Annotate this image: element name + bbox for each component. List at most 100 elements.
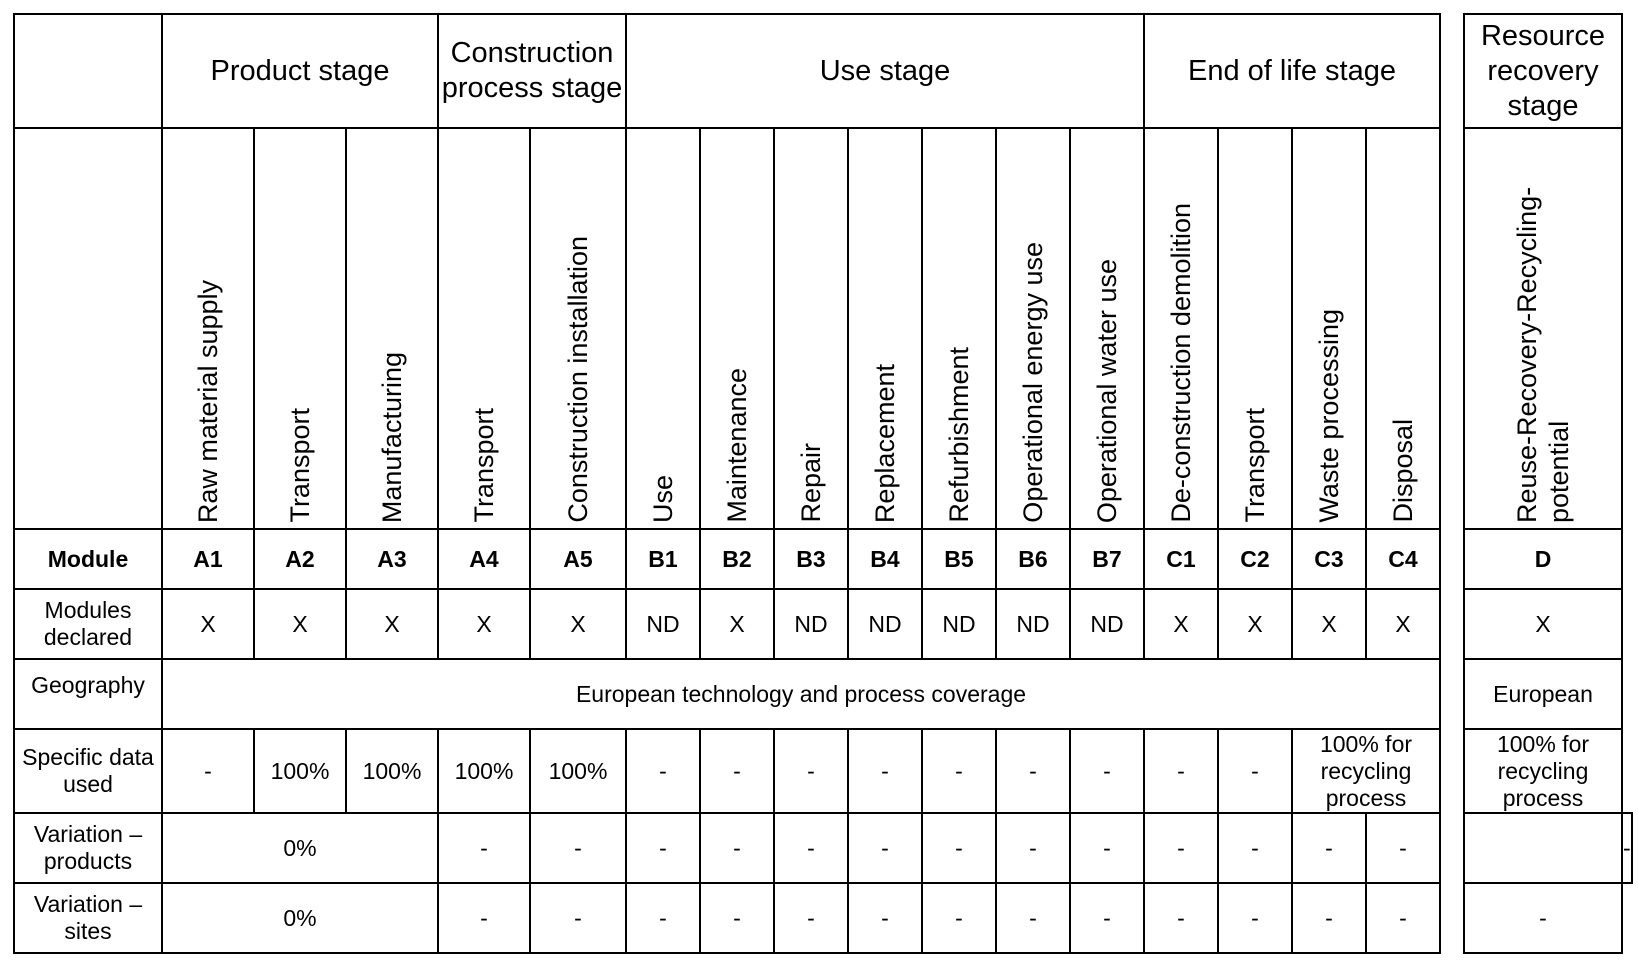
row-label-var-products: Variation – products — [13, 812, 163, 884]
process-label-text: Transport — [469, 408, 499, 523]
var-sites-value: - — [921, 882, 997, 954]
declared-value: ND — [921, 588, 997, 660]
corner-cell — [13, 13, 163, 129]
declared-value: X — [437, 588, 531, 660]
process-label-text: Operational water use — [1092, 258, 1122, 523]
var-products-value: - — [1217, 812, 1293, 884]
var-products-value: - — [1291, 812, 1367, 884]
stage-use: Use stage — [625, 13, 1145, 129]
process-label: Waste processing — [1291, 127, 1367, 530]
geography-main: European technology and process coverage — [161, 658, 1441, 730]
specific-value: - — [161, 728, 255, 814]
gap-cell — [1440, 883, 1464, 953]
row-label-var-sites: Variation – sites — [13, 882, 163, 954]
module-code: A1 — [161, 528, 255, 590]
specific-value: 100% — [437, 728, 531, 814]
declared-value: ND — [995, 588, 1071, 660]
specific-value: - — [773, 728, 849, 814]
process-label-text: Construction installation — [563, 236, 593, 523]
module-code: B7 — [1069, 528, 1145, 590]
var-sites-value: - — [625, 882, 701, 954]
declared-value: X — [529, 588, 627, 660]
declared-value: X — [1463, 588, 1623, 660]
process-label-text: Reuse-Recovery-Recycling-potential — [1512, 186, 1574, 523]
process-label: Repair — [773, 127, 849, 530]
process-label-text: De-construction demolition — [1166, 203, 1196, 523]
column-gap — [1440, 14, 1464, 883]
specific-d: 100% for recycling process — [1463, 728, 1623, 814]
var-sites-d: - — [1463, 882, 1623, 954]
process-label-text: Manufacturing — [377, 351, 407, 523]
module-code: B2 — [699, 528, 775, 590]
declared-value: X — [1365, 588, 1441, 660]
process-label-text: Maintenance — [722, 368, 752, 523]
process-label: Operational water use — [1069, 127, 1145, 530]
var-products-value: - — [1365, 812, 1441, 884]
module-code: B5 — [921, 528, 997, 590]
specific-value: - — [1143, 728, 1219, 814]
var-products-value: - — [995, 812, 1071, 884]
var-products-value: - — [921, 812, 997, 884]
row-label-declared: Modules declared — [13, 588, 163, 660]
declared-value: ND — [1069, 588, 1145, 660]
geography-row: Geography European technology and proces… — [13, 658, 1632, 730]
specific-value: 100% — [253, 728, 347, 814]
process-label: Maintenance — [699, 127, 775, 530]
var-sites-value: - — [995, 882, 1071, 954]
variation-sites-row: Variation – sites 0% - - - - - - - - - -… — [13, 882, 1632, 954]
var-products-value: - — [625, 812, 701, 884]
declared-value: X — [1143, 588, 1219, 660]
specific-value: - — [625, 728, 701, 814]
var-sites-value: - — [1217, 882, 1293, 954]
process-label-text: Disposal — [1388, 419, 1418, 523]
specific-c3-c4: 100% for recycling process — [1291, 728, 1441, 814]
process-label-text: Replacement — [870, 363, 900, 523]
module-code: B1 — [625, 528, 701, 590]
module-code: A3 — [345, 528, 439, 590]
process-label: Operational energy use — [995, 127, 1071, 530]
declared-value: ND — [625, 588, 701, 660]
stage-end-of-life: End of life stage — [1143, 13, 1441, 129]
module-code: C2 — [1217, 528, 1293, 590]
var-sites-value: - — [773, 882, 849, 954]
process-label: Transport — [253, 127, 347, 530]
process-label: Replacement — [847, 127, 923, 530]
module-code: C1 — [1143, 528, 1219, 590]
modules-declared-row: Modules declared X X X X X ND X ND ND ND… — [13, 588, 1632, 660]
var-sites-value: - — [437, 882, 531, 954]
module-code: C3 — [1291, 528, 1367, 590]
process-label-text: Transport — [285, 408, 315, 523]
specific-value: 100% — [345, 728, 439, 814]
module-code: A5 — [529, 528, 627, 590]
row-label-specific: Specific data used — [13, 728, 163, 814]
process-label: Raw material supply — [161, 127, 255, 530]
declared-value: X — [253, 588, 347, 660]
process-label: Disposal — [1365, 127, 1441, 530]
module-code: D — [1463, 528, 1623, 590]
var-sites-value: - — [1365, 882, 1441, 954]
var-products-value: - — [699, 812, 775, 884]
var-products-value: - — [437, 812, 531, 884]
declared-value: X — [1291, 588, 1367, 660]
var-products-value: - — [847, 812, 923, 884]
var-products-d: - — [1621, 812, 1633, 884]
process-label: Refurbishment — [921, 127, 997, 530]
var-sites-value: - — [1069, 882, 1145, 954]
process-label-text: Raw material supply — [193, 279, 223, 523]
specific-value: - — [1217, 728, 1293, 814]
process-label: Manufacturing — [345, 127, 439, 530]
module-code: C4 — [1365, 528, 1441, 590]
process-corner-cell — [13, 127, 163, 530]
stage-header-row: Product stage Construction process stage… — [13, 13, 1632, 883]
var-sites-a1-a3: 0% — [161, 882, 439, 954]
specific-value: - — [921, 728, 997, 814]
var-products-value: - — [529, 812, 627, 884]
module-row: Module A1 A2 A3 A4 A5 B1 B2 B3 B4 B5 B6 … — [13, 528, 1632, 590]
var-products-value: - — [773, 812, 849, 884]
process-label: Transport — [1217, 127, 1293, 530]
specific-value: 100% — [529, 728, 627, 814]
var-sites-value: - — [1291, 882, 1367, 954]
var-sites-value: - — [529, 882, 627, 954]
stage-product: Product stage — [161, 13, 439, 129]
module-code: A4 — [437, 528, 531, 590]
